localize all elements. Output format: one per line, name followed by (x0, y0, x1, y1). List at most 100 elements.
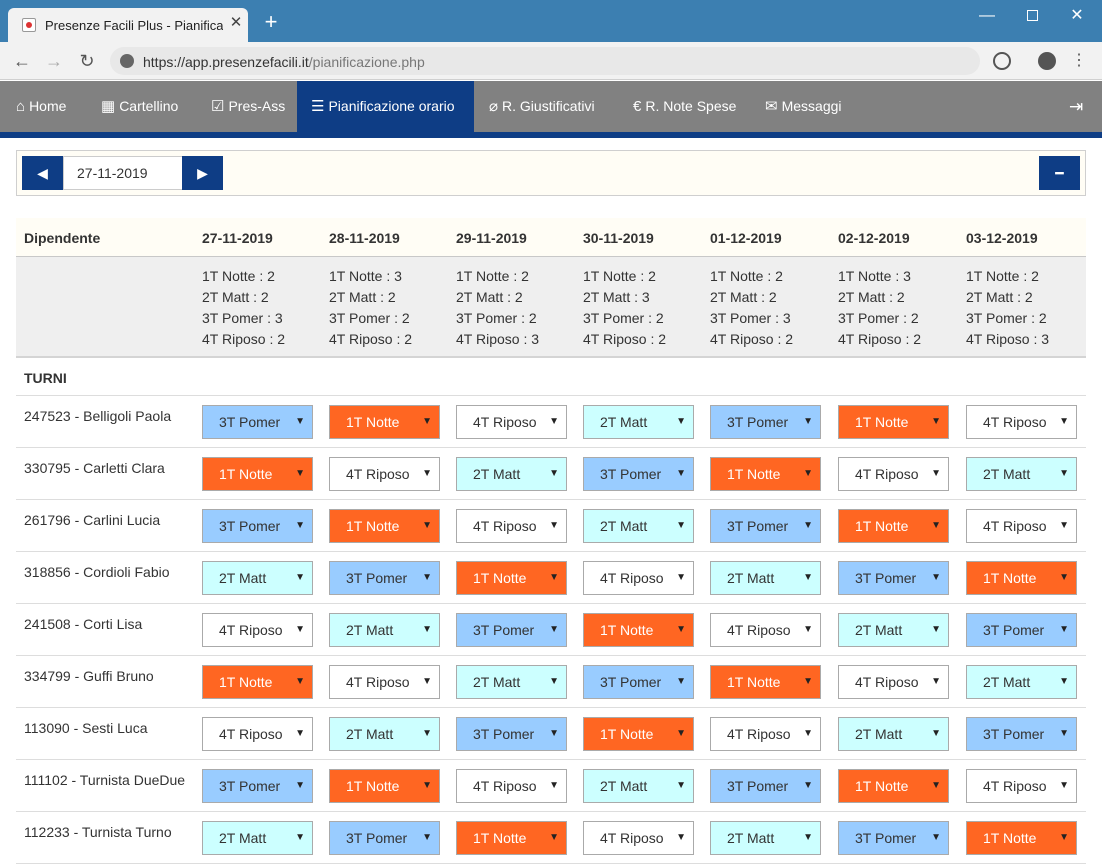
maximize-button[interactable] (1017, 5, 1047, 27)
next-date-button[interactable]: ▶ (182, 156, 223, 190)
shift-select[interactable]: 1T Notte ▼ (966, 561, 1077, 595)
shift-select[interactable]: 4T Riposo ▼ (838, 457, 949, 491)
shift-select-value: 4T Riposo (473, 778, 537, 794)
shift-select[interactable]: 4T Riposo ▼ (583, 561, 694, 595)
date-input[interactable]: 27-11-2019 (63, 156, 183, 190)
summary-line: 1T Notte : 2 (456, 268, 529, 284)
chevron-down-icon: ▼ (422, 624, 432, 635)
shift-select[interactable]: 1T Notte ▼ (329, 405, 440, 439)
shift-select[interactable]: 2T Matt ▼ (838, 717, 949, 751)
browser-tab[interactable]: Presenze Facili Plus - Pianificazione or… (8, 8, 248, 42)
shift-select[interactable]: 1T Notte ▼ (710, 457, 821, 491)
shift-select[interactable]: 3T Pomer ▼ (202, 405, 313, 439)
shift-select[interactable]: 1T Notte ▼ (838, 405, 949, 439)
back-icon[interactable]: ← (13, 51, 31, 71)
menu-icon[interactable]: ⋮ (1071, 52, 1087, 69)
shift-select[interactable]: 1T Notte ▼ (583, 613, 694, 647)
shift-select[interactable]: 4T Riposo ▼ (456, 405, 567, 439)
shift-select[interactable]: 4T Riposo ▼ (202, 717, 313, 751)
shift-select[interactable]: 2T Matt ▼ (838, 613, 949, 647)
shift-select[interactable]: 3T Pomer ▼ (710, 769, 821, 803)
shift-select[interactable]: 3T Pomer ▼ (456, 613, 567, 647)
shift-select[interactable]: 4T Riposo ▼ (966, 509, 1077, 543)
nav-item-messaggi[interactable]: ✉ Messaggi (765, 81, 842, 132)
prev-date-button[interactable]: ◀ (22, 156, 63, 190)
shift-select[interactable]: 4T Riposo ▼ (966, 405, 1077, 439)
shift-select[interactable]: 3T Pomer ▼ (329, 821, 440, 855)
shift-select[interactable]: 4T Riposo ▼ (583, 821, 694, 855)
shift-select-value: 2T Matt (855, 726, 903, 742)
shift-select[interactable]: 2T Matt ▼ (456, 665, 567, 699)
shift-select[interactable]: 3T Pomer ▼ (838, 561, 949, 595)
shift-select[interactable]: 2T Matt ▼ (329, 613, 440, 647)
shift-select[interactable]: 4T Riposo ▼ (329, 457, 440, 491)
shift-select[interactable]: 3T Pomer ▼ (710, 509, 821, 543)
nav-item-cartellino[interactable]: ▦ Cartellino (101, 81, 178, 132)
shift-select[interactable]: 2T Matt ▼ (583, 405, 694, 439)
shift-select[interactable]: 3T Pomer ▼ (710, 405, 821, 439)
nav-item-pianificazione[interactable]: ☰ Pianificazione orario (297, 81, 474, 132)
shift-select[interactable]: 3T Pomer ▼ (456, 717, 567, 751)
shift-select[interactable]: 2T Matt ▼ (710, 821, 821, 855)
shift-select[interactable]: 2T Matt ▼ (583, 509, 694, 543)
shift-select[interactable]: 1T Notte ▼ (202, 457, 313, 491)
shift-select[interactable]: 1T Notte ▼ (456, 561, 567, 595)
shift-select[interactable]: 2T Matt ▼ (966, 457, 1077, 491)
shift-select[interactable]: 3T Pomer ▼ (966, 613, 1077, 647)
shift-select[interactable]: 1T Notte ▼ (710, 665, 821, 699)
summary-cell: 1T Notte : 2 2T Matt : 3 3T Pomer : 2 4T… (583, 266, 666, 350)
shift-select[interactable]: 3T Pomer ▼ (329, 561, 440, 595)
shift-select[interactable]: 1T Notte ▼ (329, 509, 440, 543)
shift-select[interactable]: 2T Matt ▼ (583, 769, 694, 803)
forward-icon[interactable]: → (45, 51, 63, 71)
shift-select[interactable]: 1T Notte ▼ (202, 665, 313, 699)
shift-select[interactable]: 4T Riposo ▼ (710, 717, 821, 751)
chevron-down-icon: ▼ (422, 468, 432, 479)
close-window-button[interactable]: ✕ (1070, 7, 1084, 24)
site-info-icon[interactable] (120, 54, 134, 68)
shift-select[interactable]: 4T Riposo ▼ (329, 665, 440, 699)
shift-select[interactable]: 3T Pomer ▼ (583, 457, 694, 491)
shift-select[interactable]: 2T Matt ▼ (202, 561, 313, 595)
chevron-down-icon: ▼ (295, 832, 305, 843)
logout-button[interactable]: ⇥ (1069, 81, 1083, 132)
nav-item-note-spese[interactable]: € R. Note Spese (633, 81, 736, 132)
new-tab-button[interactable]: + (264, 9, 278, 34)
shift-select-value: 3T Pomer (600, 466, 662, 482)
collapse-button[interactable]: ━ (1039, 156, 1080, 190)
url-input[interactable]: https://app.presenzefacili.it/pianificaz… (110, 47, 980, 75)
shift-select[interactable]: 1T Notte ▼ (838, 509, 949, 543)
shift-select[interactable]: 2T Matt ▼ (710, 561, 821, 595)
shift-select[interactable]: 4T Riposo ▼ (966, 769, 1077, 803)
shift-select[interactable]: 3T Pomer ▼ (202, 769, 313, 803)
shift-select[interactable]: 2T Matt ▼ (966, 665, 1077, 699)
shift-select[interactable]: 4T Riposo ▼ (838, 665, 949, 699)
extension-icon[interactable] (993, 52, 1011, 70)
minimize-button[interactable]: — (979, 7, 995, 24)
shift-select[interactable]: 1T Notte ▼ (456, 821, 567, 855)
nav-item-home[interactable]: ⌂ Home (16, 81, 66, 132)
tab-close-icon[interactable]: ✕ (229, 14, 243, 31)
nav-item-giustificativi[interactable]: ⌀ R. Giustificativi (489, 81, 595, 132)
shift-select[interactable]: 4T Riposo ▼ (710, 613, 821, 647)
caret-right-icon: ▶ (197, 165, 208, 181)
shift-select[interactable]: 2T Matt ▼ (202, 821, 313, 855)
shift-select[interactable]: 3T Pomer ▼ (966, 717, 1077, 751)
shift-select[interactable]: 3T Pomer ▼ (583, 665, 694, 699)
profile-icon[interactable] (1038, 52, 1056, 70)
shift-select[interactable]: 1T Notte ▼ (329, 769, 440, 803)
shift-select[interactable]: 1T Notte ▼ (966, 821, 1077, 855)
shift-select[interactable]: 2T Matt ▼ (329, 717, 440, 751)
reload-icon[interactable]: ↻ (79, 51, 95, 71)
shift-select[interactable]: 1T Notte ▼ (583, 717, 694, 751)
shift-select[interactable]: 3T Pomer ▼ (202, 509, 313, 543)
chevron-down-icon: ▼ (931, 676, 941, 687)
shift-select[interactable]: 4T Riposo ▼ (456, 769, 567, 803)
nav-item-pres-ass[interactable]: ☑ Pres-Ass (211, 81, 285, 132)
shift-select[interactable]: 3T Pomer ▼ (838, 821, 949, 855)
shift-select[interactable]: 4T Riposo ▼ (202, 613, 313, 647)
shift-select[interactable]: 4T Riposo ▼ (456, 509, 567, 543)
shift-select[interactable]: 1T Notte ▼ (838, 769, 949, 803)
shift-select-value: 1T Notte (855, 778, 909, 794)
shift-select[interactable]: 2T Matt ▼ (456, 457, 567, 491)
